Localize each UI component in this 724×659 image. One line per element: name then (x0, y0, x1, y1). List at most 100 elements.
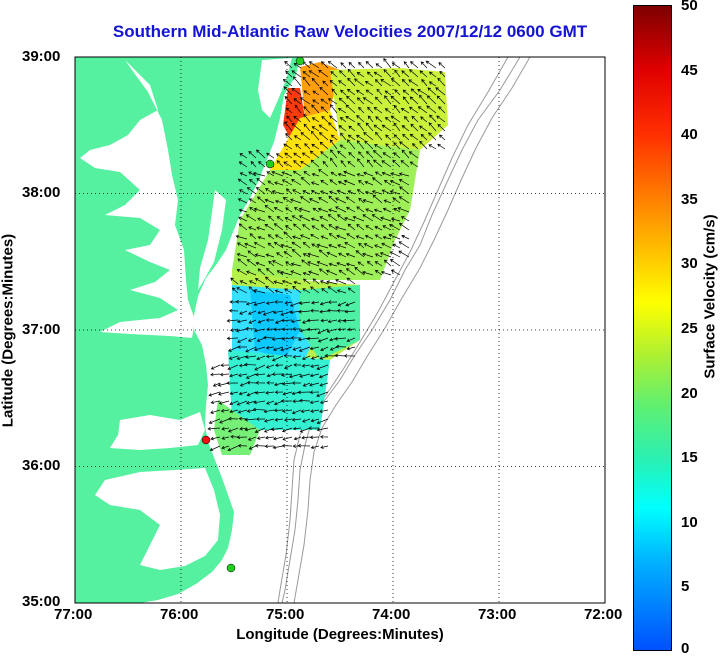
velocity-arrow (420, 133, 428, 141)
x-axis-label: Longitude (Degrees:Minutes) (236, 626, 444, 643)
velocity-arrow (248, 171, 257, 177)
velocity-arrow (373, 71, 383, 78)
velocity-arrow (311, 126, 320, 132)
velocity-arrow (356, 173, 365, 177)
velocity-arrow (356, 89, 365, 96)
velocity-arrow (245, 301, 257, 306)
velocity-arrow (389, 251, 401, 258)
velocity-arrow (366, 159, 374, 168)
velocity-arrow (328, 195, 338, 204)
velocity-arrow (258, 161, 266, 168)
velocity-arrow (426, 95, 437, 105)
velocity-arrow (238, 208, 248, 213)
velocity-arrow (239, 382, 248, 387)
velocity-arrow (248, 280, 257, 285)
velocity-arrow (392, 159, 401, 168)
velocity-arrow (235, 234, 248, 240)
velocity-arrow (326, 251, 338, 258)
velocity-arrow (253, 241, 266, 249)
velocity-arrow (237, 345, 247, 349)
velocity-arrow (337, 172, 347, 177)
velocity-arrow (255, 186, 266, 195)
velocity-arrow (282, 197, 293, 204)
velocity-arrow (282, 78, 293, 87)
velocity-arrow (256, 149, 266, 159)
velocity-arrow (338, 97, 347, 105)
velocity-arrow (348, 62, 356, 69)
velocity-arrow (281, 171, 293, 177)
velocity-arrow (318, 124, 329, 132)
velocity-arrow (327, 308, 338, 313)
velocity-arrow (402, 89, 410, 96)
velocity-arrow (409, 69, 419, 78)
velocity-arrow (384, 116, 392, 123)
station-marker (201, 435, 211, 445)
velocity-arrow (267, 234, 275, 240)
bathymetry-contour (293, 57, 531, 603)
velocity-arrow (346, 346, 356, 351)
velocity-arrow (326, 280, 338, 285)
velocity-arrow (266, 171, 275, 177)
velocity-arrow (254, 253, 266, 258)
velocity-arrows (207, 58, 446, 452)
velocity-arrow (281, 373, 293, 377)
velocity-arrow (339, 144, 347, 150)
velocity-arrow (273, 223, 284, 231)
velocity-arrow (344, 216, 356, 222)
velocity-arrow (209, 445, 221, 452)
velocity-arrow (337, 107, 347, 114)
velocity-arrow (271, 260, 284, 267)
velocity-arrow (318, 197, 329, 204)
velocity-arrow (247, 337, 257, 342)
velocity-arrow (366, 71, 374, 78)
velocity-arrow (374, 261, 383, 267)
velocity-arrow (266, 400, 275, 405)
x-tick-label: 76:00 (160, 606, 199, 623)
velocity-arrow (282, 391, 293, 396)
velocity-arrow (290, 335, 302, 340)
velocity-arrow (393, 104, 401, 114)
velocity-arrow (252, 407, 266, 412)
velocity-arrow (366, 260, 374, 267)
velocity-arrow (334, 225, 347, 231)
velocity-arrow (254, 364, 266, 371)
velocity-arrow (245, 355, 257, 359)
velocity-arrow (344, 242, 356, 249)
velocity-arrow (245, 373, 257, 379)
velocity-arrow (300, 409, 311, 414)
velocity-arrow (329, 157, 338, 168)
velocity-arrow (228, 346, 239, 352)
velocity-arrow (337, 327, 347, 332)
velocity-arrow (273, 241, 284, 249)
velocity-arrow (297, 390, 311, 395)
velocity-arrow (374, 225, 383, 231)
velocity-arrow (236, 435, 248, 440)
velocity-arrow (412, 143, 419, 150)
velocity-arrow (302, 241, 311, 249)
velocity-arrow (274, 289, 284, 294)
velocity-arrow (428, 81, 437, 87)
velocity-arrow (303, 106, 311, 114)
velocity-arrow (302, 224, 311, 231)
velocity-arrow (328, 233, 338, 240)
velocity-arrow (436, 95, 446, 105)
velocity-arrow (273, 400, 284, 406)
velocity-arrow (394, 89, 401, 96)
velocity-arrow (394, 69, 401, 78)
velocity-arrow (402, 133, 410, 141)
velocity-arrow (291, 179, 302, 186)
velocity-arrow (367, 106, 374, 114)
velocity-arrow (302, 271, 311, 276)
velocity-arrow (270, 427, 284, 432)
velocity-arrow (392, 243, 401, 249)
velocity-arrow (265, 354, 275, 359)
velocity-arrow (318, 69, 329, 78)
velocity-arrow (337, 301, 347, 307)
velocity-arrow (338, 252, 347, 258)
velocity-arrow (293, 363, 302, 367)
velocity-arrow (264, 198, 275, 204)
velocity-arrow (208, 418, 221, 424)
velocity-arrow (372, 177, 383, 186)
velocity-arrow (309, 346, 320, 351)
velocity-arrow (273, 280, 284, 285)
